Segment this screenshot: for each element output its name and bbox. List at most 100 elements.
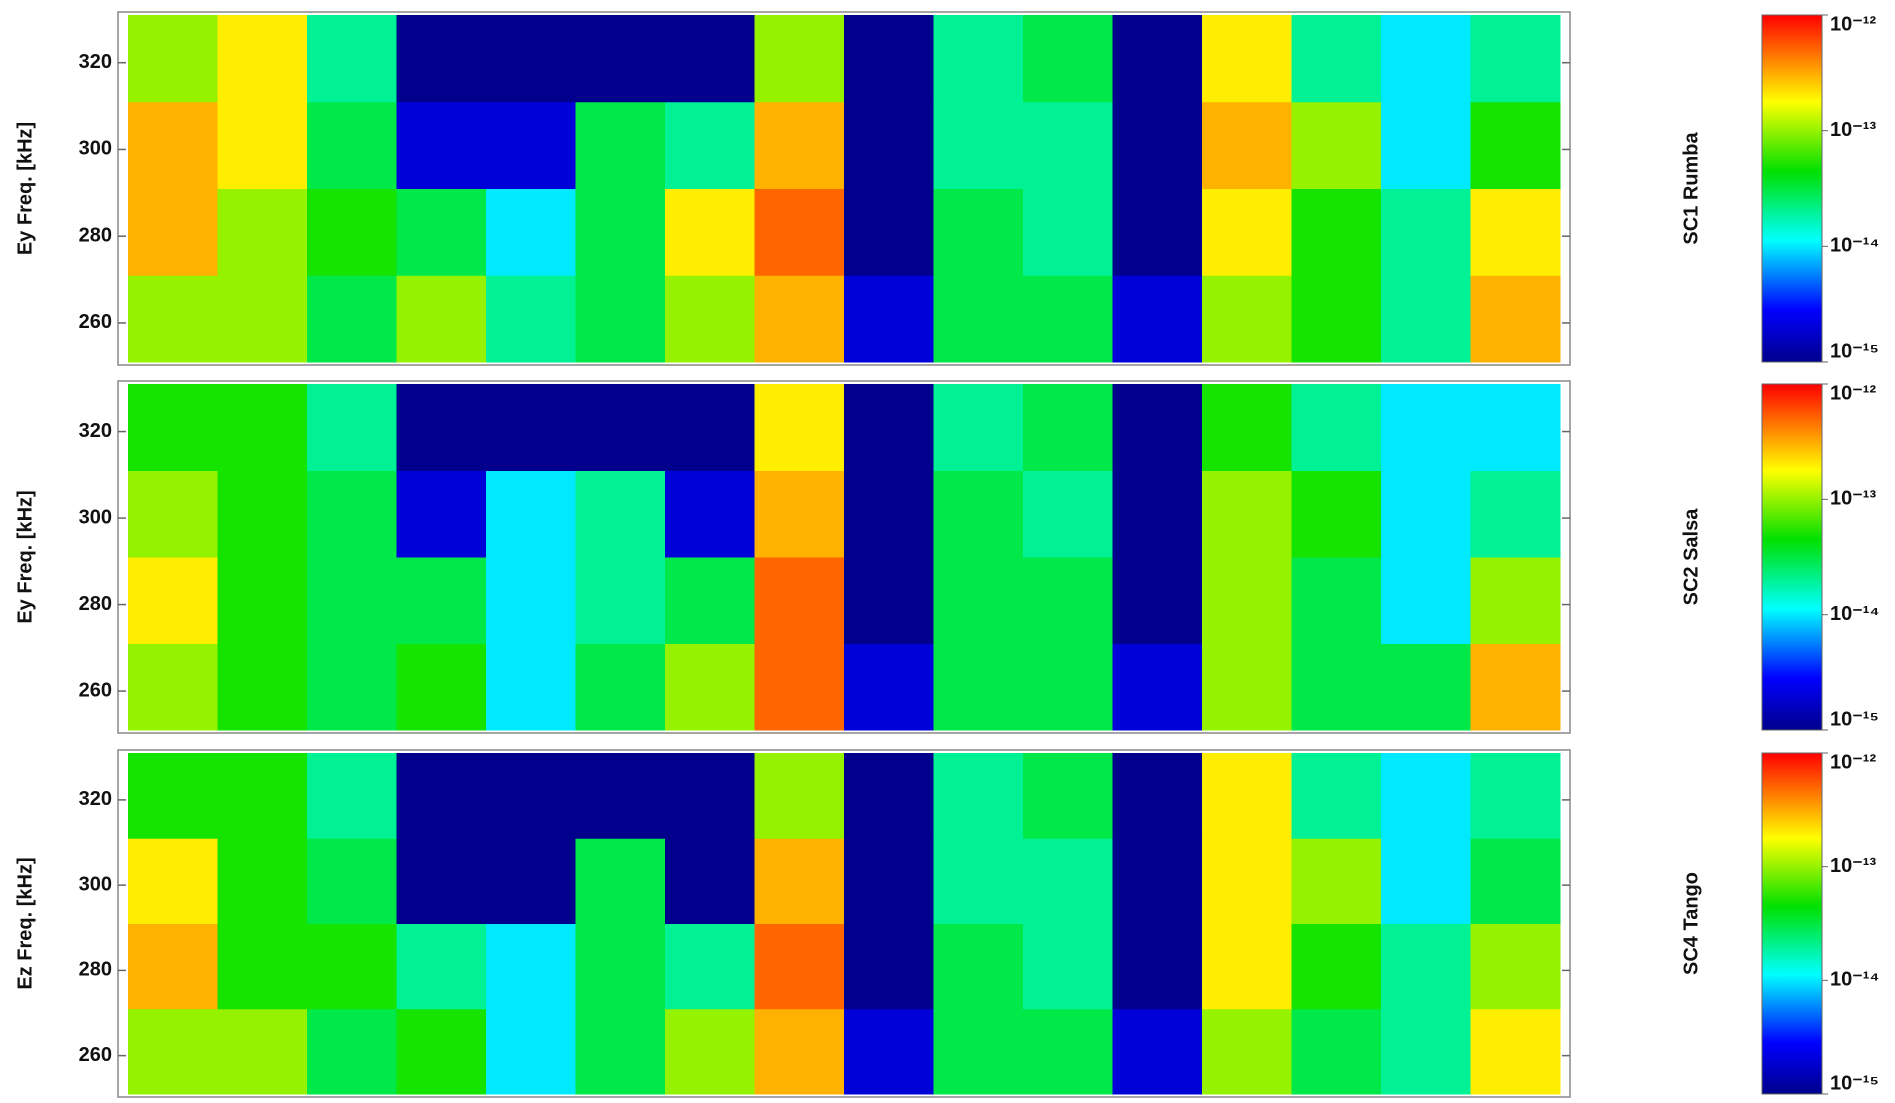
heatmap-cell: [665, 557, 755, 644]
colorbar-tick-label: 10⁻¹⁴: [1830, 969, 1879, 991]
heatmap-cell: [1471, 924, 1561, 1010]
heatmap-cell: [755, 644, 845, 731]
colorbar-tick-label: 10⁻¹³: [1830, 488, 1876, 510]
colorbar-tick-label: 10⁻¹³: [1830, 119, 1876, 141]
heatmap-cell: [665, 275, 755, 362]
colorbar-tick-label: 10⁻¹⁵: [1830, 340, 1879, 362]
heatmap-cell: [486, 189, 576, 276]
heatmap-cell: [307, 644, 397, 731]
heatmap-cell: [1023, 644, 1113, 731]
heatmap-cell: [397, 15, 487, 102]
heatmap-cell: [934, 753, 1024, 839]
colorbar-tick-label: 10⁻¹²: [1830, 382, 1876, 404]
heatmap-cell: [218, 471, 308, 558]
heatmap-cell: [665, 924, 755, 1010]
heatmap-cell: [576, 102, 666, 189]
y-tick-label: 280: [79, 224, 112, 246]
colorbar: [1762, 384, 1822, 730]
heatmap-cell: [1381, 384, 1471, 471]
heatmap-cell: [934, 1009, 1024, 1095]
heatmap-cell: [844, 838, 934, 924]
y-tick-label: 260: [79, 679, 112, 701]
heatmap-cell: [665, 838, 755, 924]
heatmap-cell: [307, 838, 397, 924]
heatmap-cell: [1202, 275, 1292, 362]
heatmap-cell: [218, 102, 308, 189]
heatmap-cell: [128, 644, 218, 731]
heatmap-cell: [1292, 557, 1382, 644]
heatmap-cell: [576, 924, 666, 1010]
heatmap-cell: [755, 753, 845, 839]
heatmap-cell: [934, 384, 1024, 471]
heatmap-cell: [486, 557, 576, 644]
heatmap-cell: [128, 471, 218, 558]
heatmap-cell: [486, 838, 576, 924]
heatmap-cell: [755, 189, 845, 276]
colorbar: [1762, 753, 1822, 1094]
y-tick-label: 300: [79, 873, 112, 895]
heatmap-cell: [307, 753, 397, 839]
heatmap-cell: [1471, 838, 1561, 924]
heatmap-cell: [486, 275, 576, 362]
heatmap-cell: [307, 557, 397, 644]
colorbar-tick-label: 10⁻¹⁵: [1830, 708, 1879, 730]
heatmap-cell: [307, 189, 397, 276]
heatmap-cell: [1202, 753, 1292, 839]
heatmap-cell: [397, 557, 487, 644]
heatmap-cell: [1292, 189, 1382, 276]
heatmap-cell: [1202, 557, 1292, 644]
heatmap-cell: [397, 753, 487, 839]
heatmap-cell: [486, 102, 576, 189]
heatmap-cell: [1113, 1009, 1203, 1095]
heatmap-cell: [397, 189, 487, 276]
heatmap-cell: [1471, 753, 1561, 839]
heatmap-cell: [576, 275, 666, 362]
heatmap-cell: [934, 471, 1024, 558]
heatmap-cell: [1471, 15, 1561, 102]
heatmap-cell: [486, 644, 576, 731]
heatmap-cell: [1113, 557, 1203, 644]
heatmap-cell: [665, 644, 755, 731]
heatmap-cell: [1471, 275, 1561, 362]
heatmap-cell: [755, 275, 845, 362]
heatmap-cell: [576, 15, 666, 102]
heatmap-cell: [755, 924, 845, 1010]
panel-name: SC4 Tango: [1680, 872, 1702, 975]
heatmap-cell: [486, 384, 576, 471]
heatmap-cell: [844, 1009, 934, 1095]
colorbar: [1762, 15, 1822, 362]
heatmap-cell: [1023, 15, 1113, 102]
heatmap-cell: [218, 275, 308, 362]
heatmap-cell: [128, 557, 218, 644]
heatmap-cell: [755, 838, 845, 924]
heatmap-cell: [1381, 644, 1471, 731]
heatmap-cell: [844, 275, 934, 362]
heatmap-cell: [1292, 15, 1382, 102]
heatmap-cell: [934, 644, 1024, 731]
heatmap-cell: [218, 189, 308, 276]
heatmap-cell: [1292, 838, 1382, 924]
heatmap-cell: [397, 644, 487, 731]
heatmap-cell: [397, 838, 487, 924]
heatmap-cell: [1113, 838, 1203, 924]
heatmap-cell: [307, 924, 397, 1010]
heatmap-cell: [1202, 838, 1292, 924]
heatmap-cell: [1381, 471, 1471, 558]
heatmap-cell: [576, 384, 666, 471]
heatmap-cell: [218, 644, 308, 731]
heatmap-cell: [844, 924, 934, 1010]
heatmap-cell: [307, 384, 397, 471]
heatmap-cell: [1471, 557, 1561, 644]
heatmap-cell: [1113, 644, 1203, 731]
heatmap-cell: [665, 384, 755, 471]
heatmap-cell: [1023, 102, 1113, 189]
heatmap-cell: [1023, 838, 1113, 924]
colorbar-tick-label: 10⁻¹²: [1830, 13, 1876, 35]
heatmap-cell: [1023, 924, 1113, 1010]
colorbar-tick-label: 10⁻¹²: [1830, 751, 1876, 773]
heatmap-cell: [486, 15, 576, 102]
heatmap-cell: [576, 838, 666, 924]
heatmap-cell: [1202, 644, 1292, 731]
heatmap-cell: [844, 102, 934, 189]
heatmap-cell: [665, 102, 755, 189]
